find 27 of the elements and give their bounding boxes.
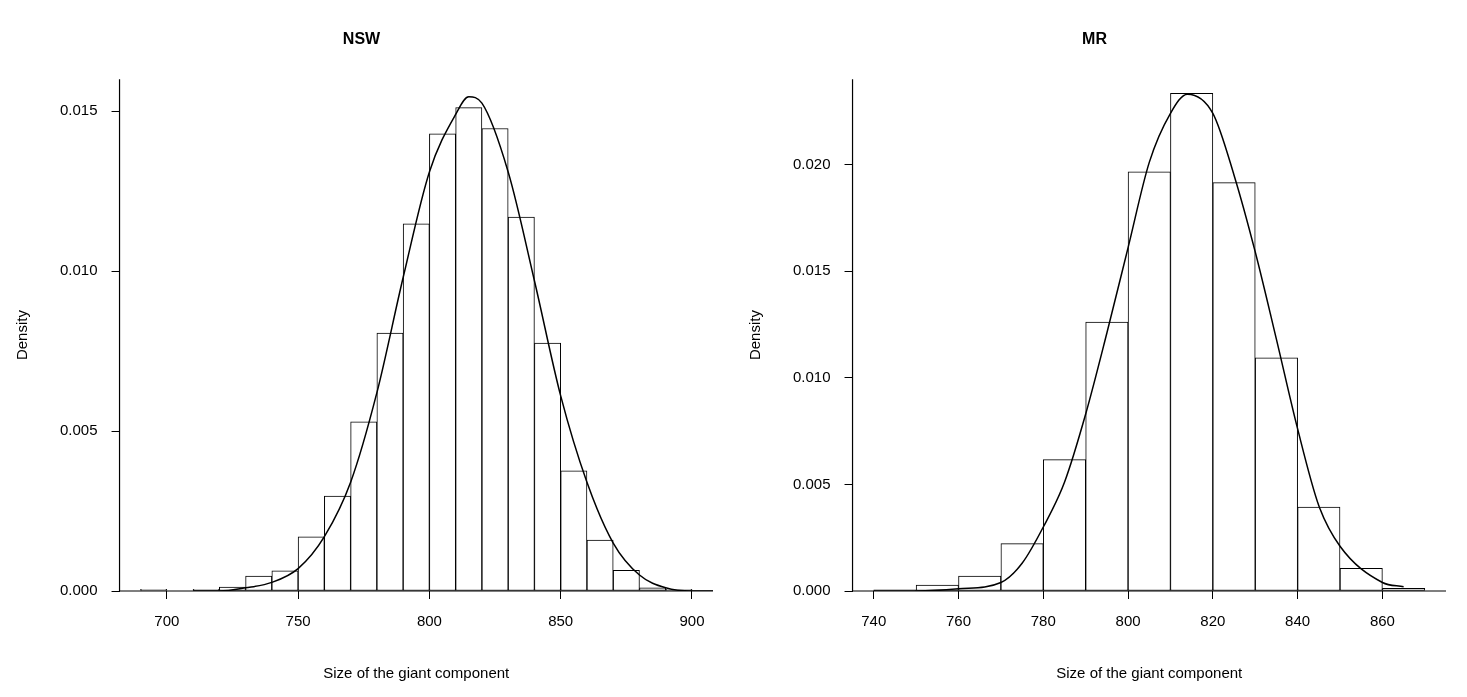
- x-tick-label: 760: [946, 612, 972, 630]
- x-tick-label: 850: [548, 612, 574, 630]
- y-axis-title: Density: [13, 309, 31, 361]
- y-axis-title: Density: [746, 309, 764, 361]
- x-tick-label: 800: [416, 612, 442, 630]
- y-tick-label: 0.000: [792, 581, 831, 599]
- chart-title: NSW: [342, 30, 382, 48]
- y-tick-label: 0.005: [59, 421, 98, 439]
- x-tick-label: 740: [861, 612, 887, 630]
- y-tick-label: 0.010: [59, 261, 98, 279]
- chart-title: MR: [1082, 30, 1108, 48]
- x-tick-label: 800: [1115, 612, 1141, 630]
- y-tick-label: 0.010: [792, 367, 831, 385]
- x-tick-label: 860: [1369, 612, 1395, 630]
- y-tick-label: 0.005: [792, 474, 831, 492]
- x-tick-label: 700: [154, 612, 180, 630]
- x-tick-label: 840: [1285, 612, 1311, 630]
- y-tick-label: 0.000: [59, 581, 98, 599]
- x-axis-title: Size of the giant component: [1056, 664, 1244, 682]
- y-tick-label: 0.020: [792, 154, 831, 172]
- y-tick-label: 0.015: [792, 261, 831, 279]
- x-tick-label: 750: [285, 612, 311, 630]
- y-tick-label: 0.015: [59, 101, 98, 119]
- x-tick-label: 780: [1030, 612, 1056, 630]
- x-tick-label: 900: [679, 612, 705, 630]
- x-axis-title: Size of the giant component: [323, 664, 511, 682]
- x-tick-label: 820: [1200, 612, 1226, 630]
